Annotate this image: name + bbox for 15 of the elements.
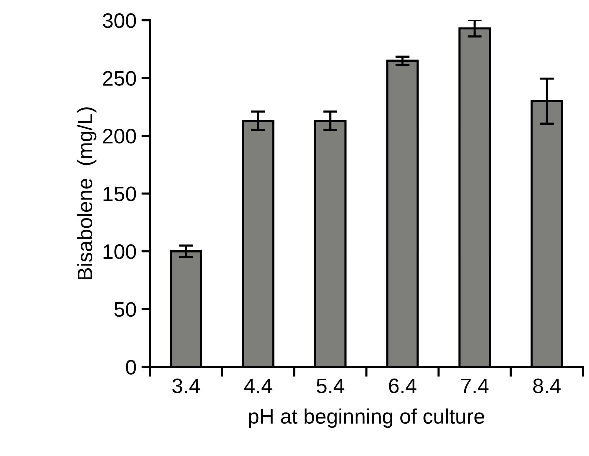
- x-axis-title: pH at beginning of culture: [249, 408, 484, 428]
- y-tick-label: 150: [104, 186, 136, 202]
- x-tick-label: 6.4: [389, 378, 417, 394]
- y-tick-label: 0: [126, 360, 136, 375]
- x-tick-label: 7.4: [461, 378, 489, 394]
- y-tick-label: 250: [103, 71, 136, 86]
- y-axis-title: Bisabolene (mg/L): [77, 108, 97, 280]
- y-tick-label: 100: [104, 244, 136, 260]
- x-tick-label: 8.4: [533, 378, 561, 394]
- y-tick-label: 50: [114, 302, 136, 318]
- y-tick-label: 300: [103, 14, 136, 28]
- x-tick-label: 3.4: [172, 378, 200, 394]
- x-tick-label: 4.4: [244, 378, 272, 394]
- y-tick-label: 200: [103, 129, 136, 144]
- x-tick-label: 5.4: [316, 378, 344, 394]
